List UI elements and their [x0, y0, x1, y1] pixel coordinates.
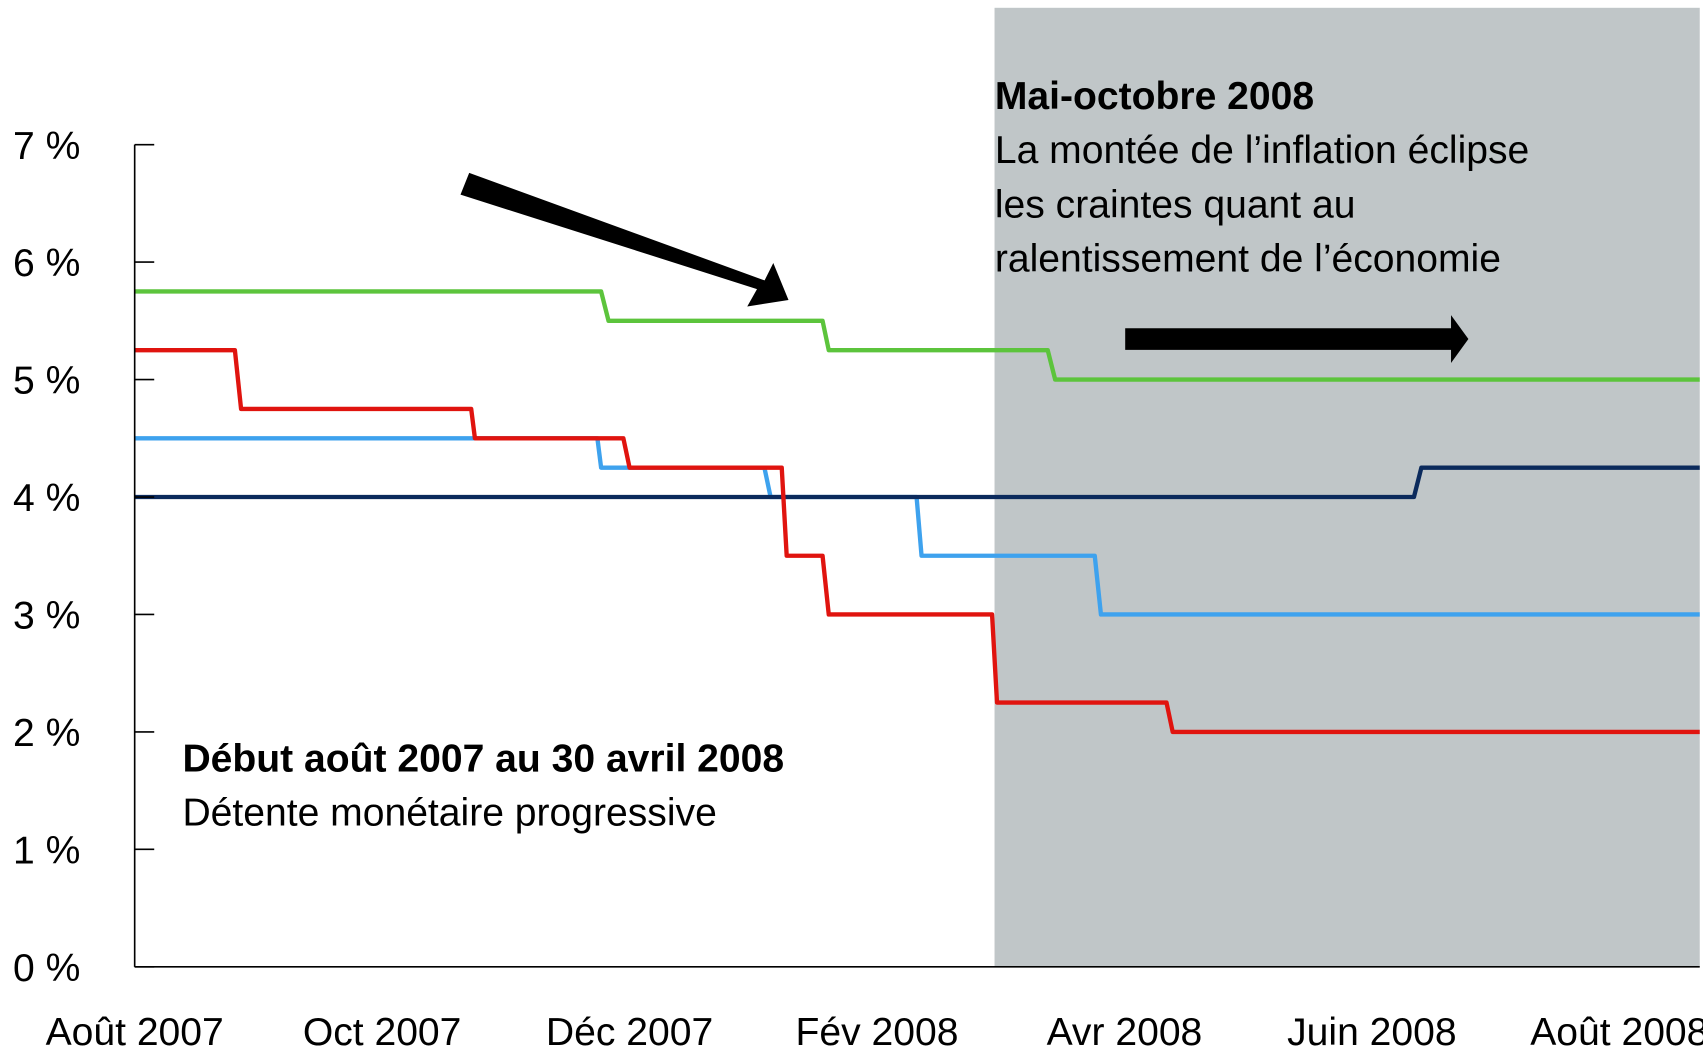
background-layer	[994, 7, 1700, 967]
annotation-title: Mai-octobre 2008	[995, 75, 1314, 118]
y-tick-label: 0 %	[13, 947, 80, 990]
annotation-text: ralentissement de l’économie	[995, 238, 1501, 281]
annotation-title: Début août 2007 au 30 avril 2008	[182, 737, 784, 780]
x-tick-label: Fév 2008	[796, 1011, 959, 1054]
x-tick-label: Déc 2007	[546, 1011, 713, 1054]
x-tick-label: Août 2007	[46, 1011, 224, 1054]
x-tick-label: Août 2008	[1530, 1011, 1703, 1054]
y-tick-label: 7 %	[13, 125, 80, 168]
y-tick-label: 2 %	[13, 712, 80, 755]
y-tick-label: 4 %	[13, 477, 80, 520]
y-tick-label: 5 %	[13, 360, 80, 403]
annotation-text: Détente monétaire progressive	[182, 792, 716, 835]
lines-layer	[134, 289, 1700, 735]
x-tick-label: Avr 2008	[1047, 1011, 1203, 1054]
highlight-region	[994, 7, 1700, 967]
x-tick-label: Oct 2007	[303, 1011, 462, 1054]
arrow-right	[1125, 315, 1469, 363]
rate-line	[134, 348, 1700, 735]
annotations-layer: Début août 2007 au 30 avril 2008 Détente …	[182, 75, 1529, 835]
y-tick-label: 3 %	[13, 595, 80, 638]
arrow-down	[460, 172, 789, 307]
annotation-text: La montée de l’inflation éclipse	[995, 129, 1529, 172]
rate-line	[134, 465, 1700, 500]
x-tick-label: Juin 2008	[1287, 1011, 1456, 1054]
axes-layer: 0 % 1 % 2 % 3 % 4 % 5 % 6 % 7 % Août 2007 Oct 200…	[13, 125, 1703, 1054]
y-tick-label: 6 %	[13, 242, 80, 285]
annotation-text: les craintes quant au	[995, 183, 1356, 226]
rate-line	[134, 289, 1700, 382]
y-tick-label: 1 %	[13, 829, 80, 872]
